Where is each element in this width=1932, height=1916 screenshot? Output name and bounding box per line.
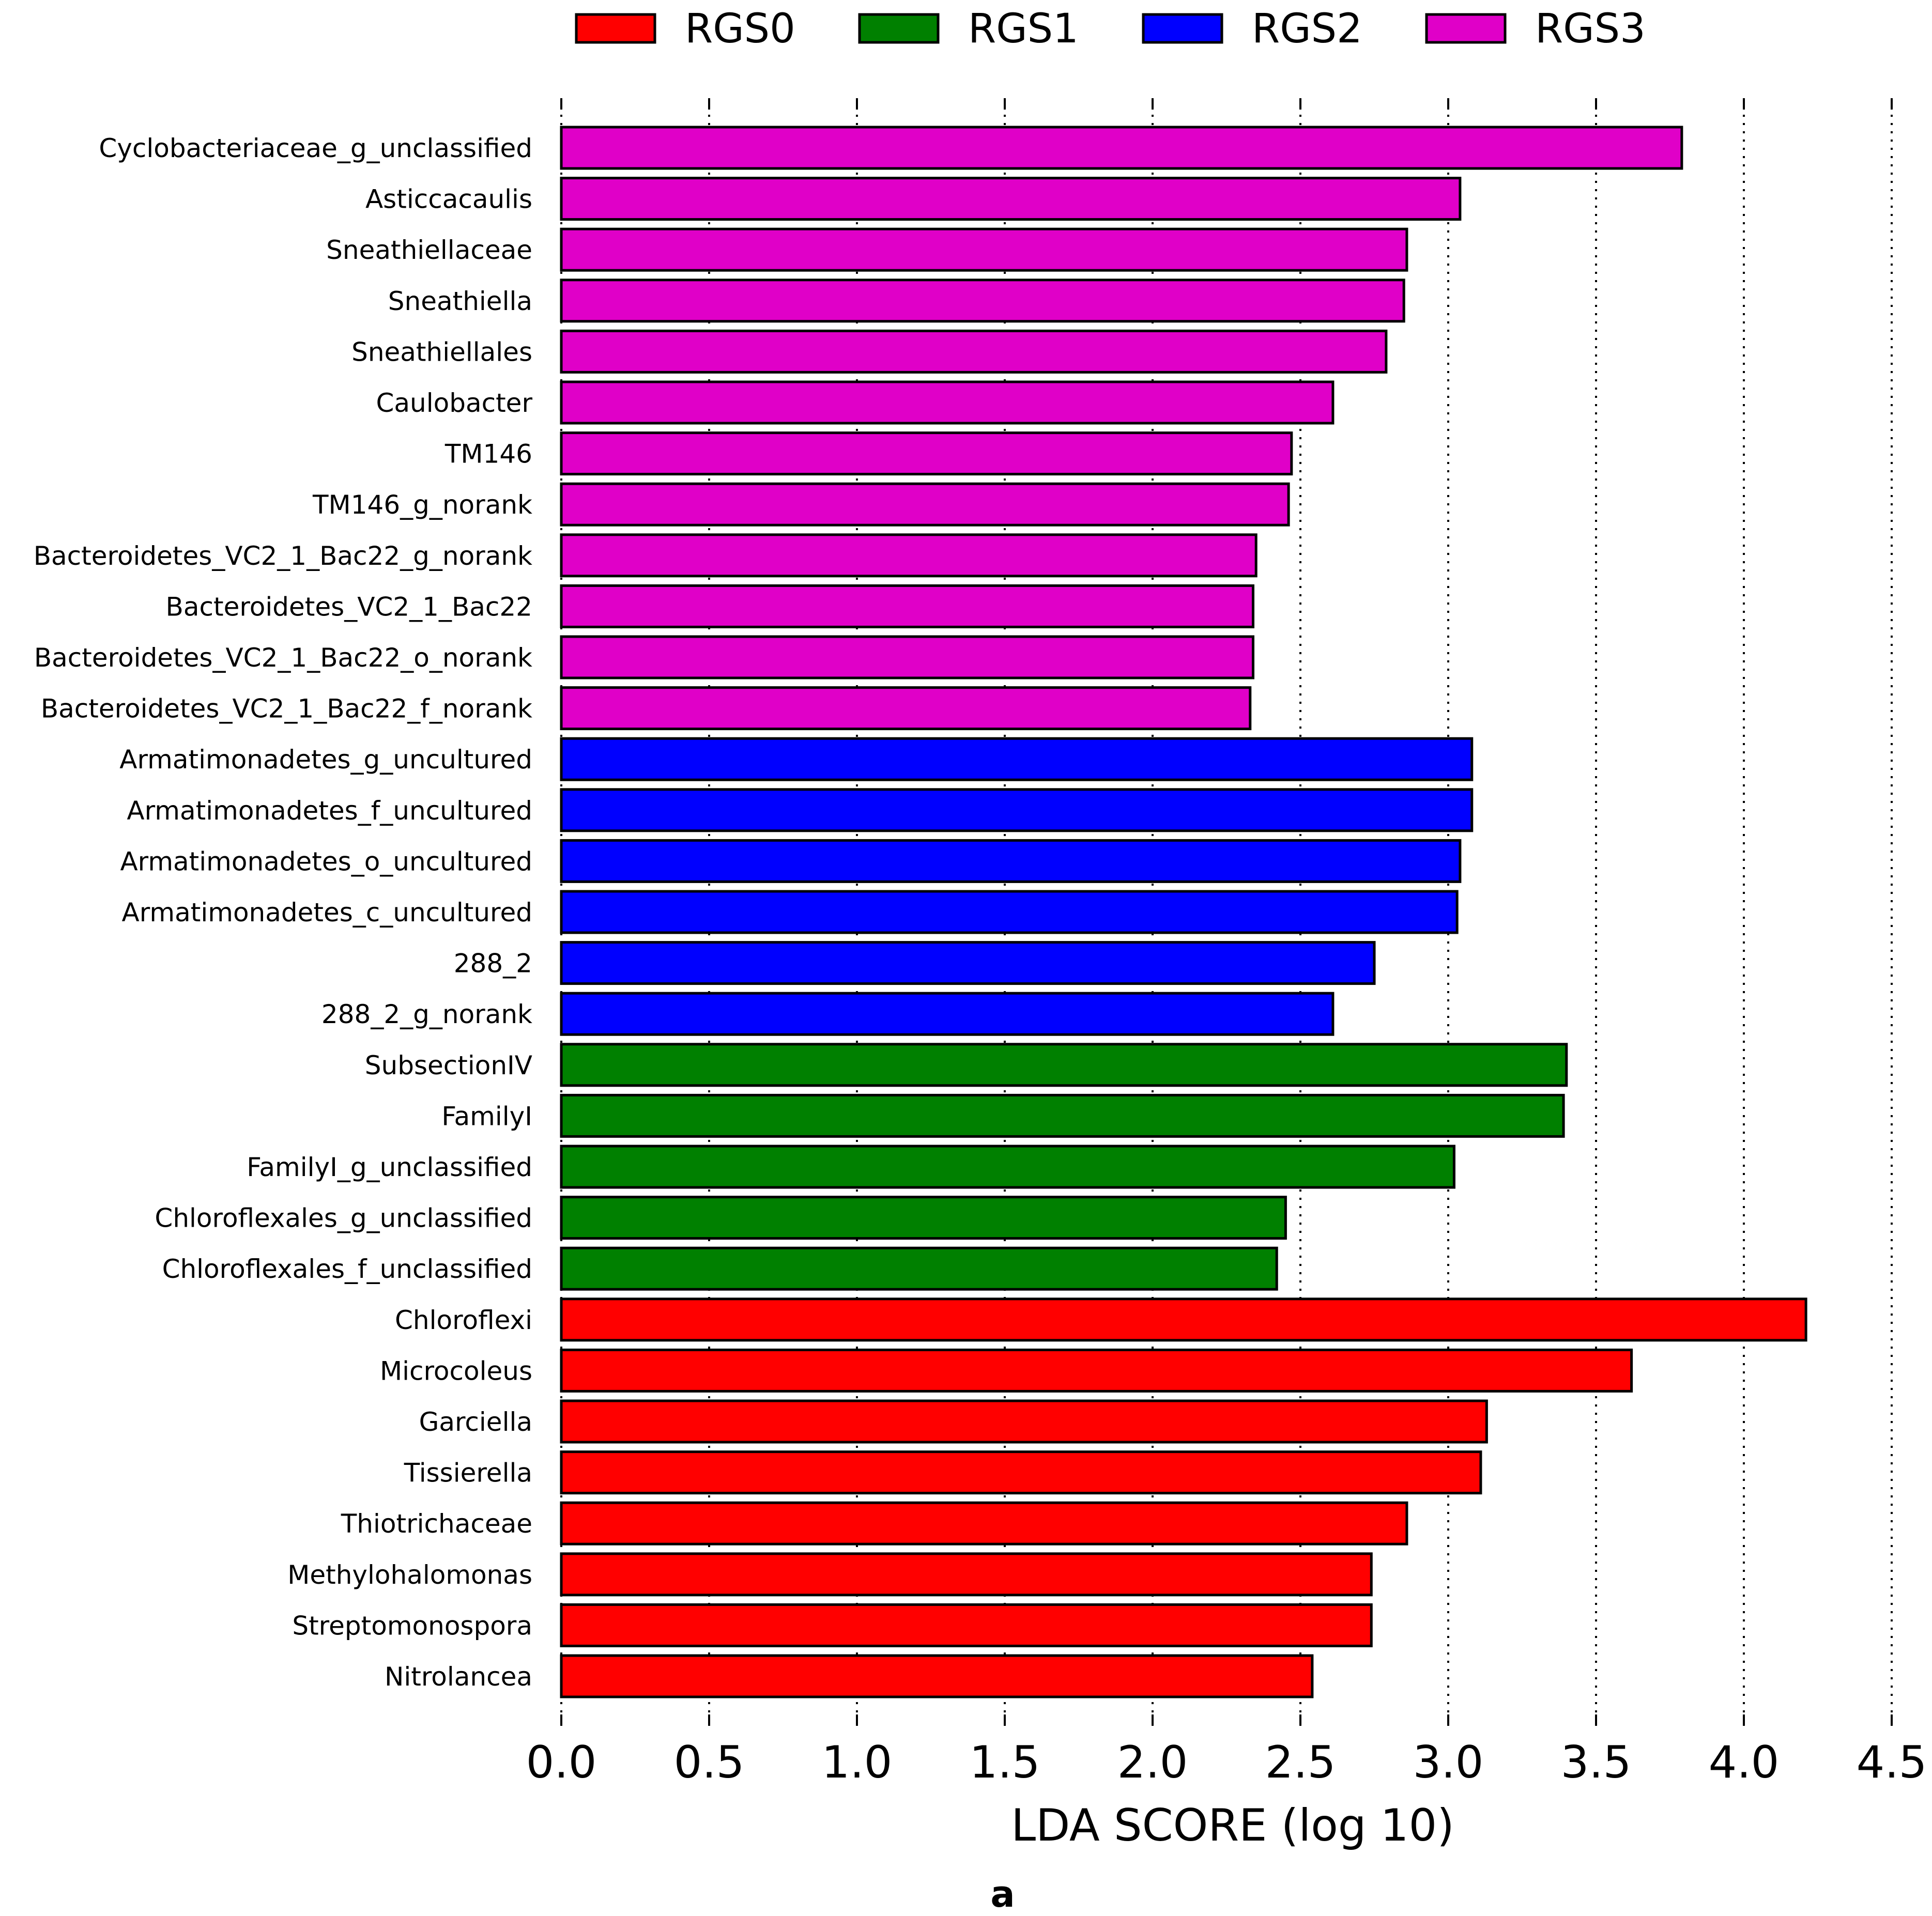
bar-288-2-g-norank	[560, 992, 1335, 1036]
category-label-familyi-g-unclassified: FamilyI_g_unclassified	[247, 1152, 532, 1182]
bar-armatimonadetes-f-uncultured	[560, 788, 1474, 832]
x-axis: 0.0 0.5 1.0 1.5 2.0 2.5 3.0 3.5 4.0 4.5	[526, 98, 1927, 1788]
bars	[560, 126, 1807, 1698]
category-label-bacteroidetes-vc2-1-bac22: Bacteroidetes_VC2_1_Bac22	[166, 592, 532, 622]
legend-label-rgs2: RGS2	[1252, 6, 1362, 52]
bar-bacteroidetes-vc2-1-bac22-g-norank	[560, 533, 1258, 578]
bar-bacteroidetes-vc2-1-bac22	[560, 584, 1254, 628]
bar-bacteroidetes-vc2-1-bac22-f-norank	[560, 686, 1252, 731]
x-tick-label-3-5: 3.5	[1561, 1737, 1632, 1788]
bar-chloroflexales-f-unclassified	[560, 1246, 1278, 1291]
category-label-sneathiellaceae: Sneathiellaceae	[326, 235, 532, 265]
category-label-sneathiella: Sneathiella	[388, 286, 532, 316]
x-tick-label-0-5: 0.5	[674, 1737, 745, 1788]
legend: RGS0 RGS1 RGS2 RGS3	[575, 6, 1646, 52]
x-tick-label-4-5: 4.5	[1857, 1737, 1927, 1788]
x-axis-title: LDA SCORE (log 10)	[1011, 1800, 1454, 1851]
x-tick-label-1-5: 1.5	[970, 1737, 1040, 1788]
bar-nitrolancea	[560, 1654, 1314, 1698]
category-label-288-2: 288_2	[454, 949, 532, 979]
bar-thiotrichaceae	[560, 1501, 1408, 1546]
bar-methylohalomonas	[560, 1552, 1373, 1597]
legend-label-rgs0: RGS0	[685, 6, 795, 52]
category-label-microcoleus: Microcoleus	[380, 1356, 532, 1386]
bar-sneathiellales	[560, 329, 1388, 374]
category-label-nitrolancea: Nitrolancea	[385, 1662, 532, 1692]
category-label-288-2-g-norank: 288_2_g_norank	[321, 999, 532, 1029]
legend-label-rgs3: RGS3	[1535, 6, 1646, 52]
category-label-armatimonadetes-o-uncultured: Armatimonadetes_o_uncultured	[120, 846, 532, 876]
category-label-familyi: FamilyI	[441, 1101, 532, 1131]
bar-bacteroidetes-vc2-1-bac22-o-norank	[560, 635, 1254, 679]
bar-armatimonadetes-o-uncultured	[560, 839, 1462, 883]
category-label-chloroflexi: Chloroflexi	[395, 1305, 532, 1335]
bar-subsectioniv	[560, 1043, 1568, 1087]
bar-tissierella	[560, 1450, 1482, 1495]
x-tick-label-2-5: 2.5	[1265, 1737, 1336, 1788]
x-tick-label-1-0: 1.0	[822, 1737, 893, 1788]
bar-armatimonadetes-c-uncultured	[560, 890, 1459, 934]
category-label-bacteroidetes-vc2-1-bac22-g-norank: Bacteroidetes_VC2_1_Bac22_g_norank	[34, 541, 532, 571]
category-label-armatimonadetes-f-uncultured: Armatimonadetes_f_uncultured	[127, 796, 532, 826]
category-label-chloroflexales-f-unclassified: Chloroflexales_f_unclassified	[162, 1254, 532, 1284]
bar-streptomonospora	[560, 1603, 1373, 1647]
legend-swatch-rgs1	[858, 13, 940, 44]
category-label-methylohalomonas: Methylohalomonas	[287, 1560, 532, 1590]
bar-caulobacter	[560, 380, 1335, 425]
category-label-streptomonospora: Streptomonospora	[292, 1611, 532, 1641]
bar-familyi-g-unclassified	[560, 1145, 1455, 1189]
legend-swatch-rgs0	[575, 13, 656, 44]
bar-garciella	[560, 1399, 1488, 1444]
bar-288-2	[560, 941, 1376, 985]
category-label-tm146-g-norank: TM146_g_norank	[312, 490, 532, 520]
panel-label: a	[990, 1873, 1015, 1915]
x-tick-label-2-0: 2.0	[1117, 1737, 1188, 1788]
category-label-chloroflexales-g-unclassified: Chloroflexales_g_unclassified	[155, 1203, 532, 1233]
bar-sneathiellaceae	[560, 227, 1408, 272]
bar-sneathiella	[560, 279, 1405, 323]
bar-asticcacaulis	[560, 177, 1462, 221]
category-label-bacteroidetes-vc2-1-bac22-o-norank: Bacteroidetes_VC2_1_Bac22_o_norank	[34, 643, 532, 673]
x-tick-label-4-0: 4.0	[1709, 1737, 1780, 1788]
bar-microcoleus	[560, 1348, 1633, 1393]
bar-cyclobacteriaceae-g-unclassified	[560, 126, 1683, 170]
category-label-sneathiellales: Sneathiellales	[351, 337, 532, 367]
bar-chloroflexi	[560, 1297, 1807, 1342]
category-labels: Cyclobacteriaceae_g_unclassified Asticcac…	[34, 133, 533, 1692]
bar-familyi	[560, 1093, 1565, 1138]
category-label-tm146: TM146	[444, 439, 532, 469]
bar-chloroflexales-g-unclassified	[560, 1196, 1287, 1240]
x-tick-label-3-0: 3.0	[1413, 1737, 1484, 1788]
legend-swatch-rgs2	[1142, 13, 1223, 44]
category-label-thiotrichaceae: Thiotrichaceae	[341, 1509, 532, 1539]
bar-tm146	[560, 431, 1293, 476]
category-label-subsectioniv: SubsectionIV	[365, 1050, 532, 1080]
category-label-garciella: Garciella	[419, 1407, 532, 1437]
legend-label-rgs1: RGS1	[968, 6, 1079, 52]
category-label-asticcacaulis: Asticcacaulis	[365, 184, 532, 214]
category-label-cyclobacteriaceae-g-unclassified: Cyclobacteriaceae_g_unclassified	[99, 133, 532, 163]
category-label-armatimonadetes-g-uncultured: Armatimonadetes_g_uncultured	[119, 745, 532, 775]
bar-tm146-g-norank	[560, 482, 1290, 527]
legend-swatch-rgs3	[1425, 13, 1507, 44]
category-label-bacteroidetes-vc2-1-bac22-f-norank: Bacteroidetes_VC2_1_Bac22_f_norank	[41, 694, 532, 724]
category-label-tissierella: Tissierella	[404, 1458, 532, 1488]
category-label-caulobacter: Caulobacter	[376, 388, 532, 418]
category-label-armatimonadetes-c-uncultured: Armatimonadetes_c_uncultured	[122, 898, 532, 928]
bar-armatimonadetes-g-uncultured	[560, 737, 1474, 781]
x-tick-label-0-0: 0.0	[526, 1737, 597, 1788]
